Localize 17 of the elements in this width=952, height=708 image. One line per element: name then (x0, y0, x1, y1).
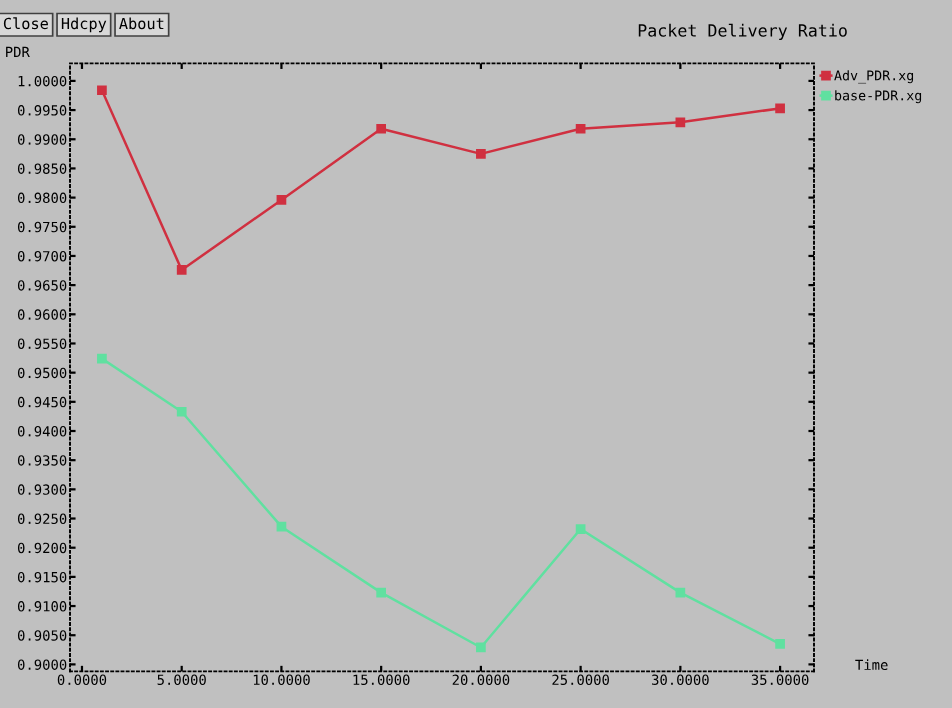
point (775, 639, 785, 649)
point (176, 265, 187, 275)
point (376, 123, 387, 134)
point (675, 117, 686, 128)
point (97, 85, 107, 96)
point (276, 521, 287, 532)
point (675, 587, 686, 598)
point (575, 524, 586, 534)
point (97, 353, 107, 364)
point (376, 587, 387, 598)
point (276, 195, 287, 205)
point (575, 123, 586, 134)
point (176, 406, 187, 417)
point (476, 642, 486, 653)
point (476, 148, 486, 159)
chart-title: Packet Delivery Ratio (638, 23, 847, 40)
point (775, 103, 785, 114)
